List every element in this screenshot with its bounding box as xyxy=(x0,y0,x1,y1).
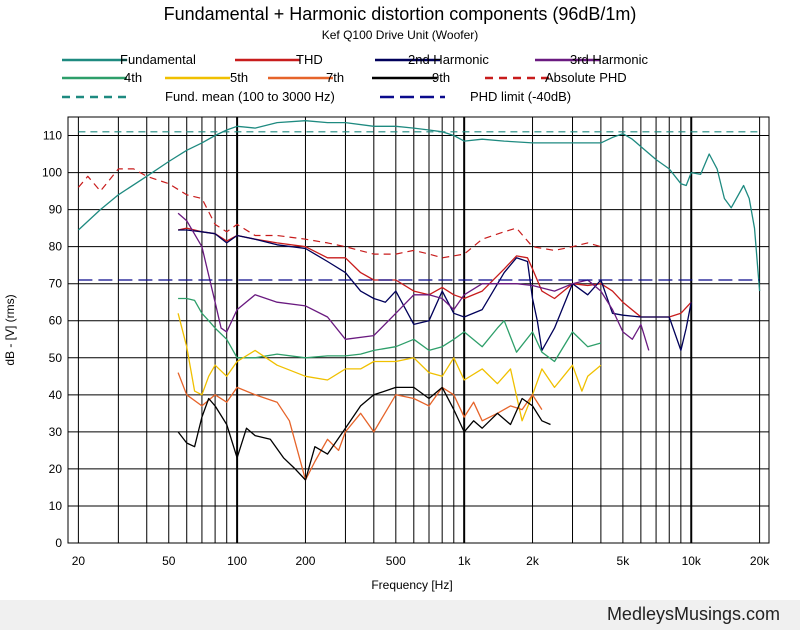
x-tick-label-3: 200 xyxy=(295,554,315,568)
legend-label-4: 4th xyxy=(124,70,142,85)
chart-title: Fundamental + Harmonic distortion compon… xyxy=(164,4,637,24)
x-tick-label-7: 5k xyxy=(617,554,631,568)
y-tick-label-5: 50 xyxy=(49,351,63,365)
footer: MedleysMusings.com xyxy=(0,600,800,630)
y-tick-label-2: 20 xyxy=(49,462,63,476)
legend-label-7: 9th xyxy=(432,70,450,85)
series-line-3 xyxy=(177,212,650,351)
series-line-4 xyxy=(178,297,602,363)
x-tick-label-6: 2k xyxy=(526,554,540,568)
chart: Fundamental + Harmonic distortion compon… xyxy=(3,4,770,592)
legend-label-1: THD xyxy=(296,52,323,67)
legend-label-8: Absolute PHD xyxy=(545,70,627,85)
y-axis-label: dB - [V] (rms) xyxy=(3,294,17,365)
x-axis-label: Frequency [Hz] xyxy=(371,578,452,592)
y-tick-label-6: 60 xyxy=(49,314,63,328)
y-tick-label-11: 110 xyxy=(43,129,62,143)
y-tick-label-1: 10 xyxy=(49,499,63,513)
y-tick-label-9: 90 xyxy=(49,203,63,217)
y-tick-label-8: 80 xyxy=(49,240,63,254)
y-tick-label-10: 100 xyxy=(42,166,62,180)
x-tick-label-9: 20k xyxy=(750,554,770,568)
site-name: MedleysMusings.com xyxy=(606,604,780,624)
x-tick-label-1: 50 xyxy=(162,554,176,568)
legend-label-6: 7th xyxy=(326,70,344,85)
plot-area xyxy=(67,116,770,544)
y-tick-label-4: 40 xyxy=(49,388,63,402)
x-tick-label-5: 1k xyxy=(458,554,472,568)
y-tick-label-3: 30 xyxy=(49,425,63,439)
chart-subtitle: Kef Q100 Drive Unit (Woofer) xyxy=(322,28,479,42)
legend-label-9: Fund. mean (100 to 3000 Hz) xyxy=(165,89,335,104)
series-line-6 xyxy=(177,372,543,481)
series-line-5 xyxy=(177,313,602,422)
legend-label-3: 3rd Harmonic xyxy=(570,52,649,67)
series-line-2 xyxy=(178,229,692,352)
y-tick-label-0: 0 xyxy=(55,536,62,550)
legend-label-5: 5th xyxy=(230,70,248,85)
legend-label-2: 2nd Harmonic xyxy=(408,52,489,67)
x-tick-label-0: 20 xyxy=(72,554,86,568)
x-tick-label-2: 100 xyxy=(227,554,247,568)
y-tick-label-7: 70 xyxy=(49,277,63,291)
x-tick-label-4: 500 xyxy=(386,554,406,568)
grid xyxy=(68,117,769,543)
series-line-8 xyxy=(77,168,602,259)
legend: Fundamental THD 2nd Harmonic 3rd Harmonic 4t… xyxy=(62,52,649,104)
legend-label-0: Fundamental xyxy=(120,52,196,67)
series-line-7 xyxy=(177,386,551,481)
x-tick-label-8: 10k xyxy=(682,554,702,568)
series-group xyxy=(77,120,761,481)
legend-label-10: PHD limit (-40dB) xyxy=(470,89,571,104)
axis-ticks: 0 10 20 30 40 50 60 70 80 90 100 110 20 50 100 200 500 1k… xyxy=(42,129,770,568)
